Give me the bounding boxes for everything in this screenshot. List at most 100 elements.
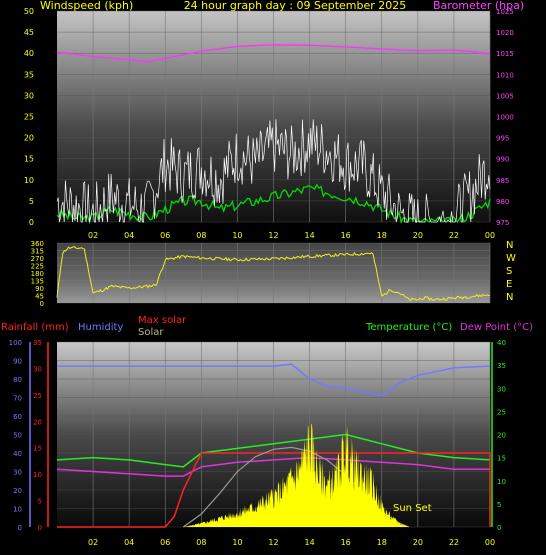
x-tick-label: 18 [377,231,387,240]
humidity-tick-label: 40 [13,450,22,458]
bottom-x-axis: 02 04 06 08 10 12 14 16 18 20 22 00 [88,538,495,547]
x-tick-label: 10 [232,538,242,547]
compass-label: W [506,253,516,264]
direction-panel-grid [57,242,491,304]
left-tick-label: 15 [24,155,34,164]
wind-average-series [56,183,491,225]
temperature-tick-label: 0 [497,524,501,532]
temperature-tick-label: 20 [497,432,506,440]
right-tick-label: 1015 [496,50,514,58]
bottom-panel-grid [57,341,491,528]
right-tick-label: 1025 [496,8,514,16]
x-tick-label: 06 [160,538,170,547]
x-tick-label: 08 [196,231,206,240]
temperature-tick-label: 30 [497,385,506,393]
temperature-axis: 0 5 10 15 20 25 30 35 40 [491,339,506,532]
x-tick-label: 18 [377,538,387,547]
humidity-tick-label: 80 [13,376,22,384]
temperature-tick-label: 5 [497,501,501,509]
sun-set-annotation: Sun Set [393,503,432,514]
temperature-tick-label: 15 [497,455,506,463]
x-tick-label: 20 [413,538,423,547]
left-tick-label: 40 [24,49,34,58]
direction-series [56,246,491,302]
direction-series [56,246,491,302]
right-tick-label: 995 [496,135,509,143]
x-tick-label: 22 [449,231,459,240]
direction-tick-label: 90 [35,285,44,293]
series-legend-label: Temperature (°C) [365,322,452,333]
direction-tick-label: 225 [31,263,44,271]
compass-label: N [506,240,513,251]
compass-label: N [506,292,513,303]
series-legend-label: Dew Point (°C) [460,322,533,333]
humidity-axis: 0 10 20 30 40 50 60 70 80 90 100 [9,339,31,532]
barometer-axis-title: Barometer (hpa) [433,0,524,12]
left-tick-label: 20 [24,134,34,143]
direction-tick-label: 180 [31,270,44,278]
x-tick-label: 02 [88,231,98,240]
humidity-tick-label: 20 [13,487,22,495]
series-legend-label: Max solar [138,315,187,326]
rainfall-axis: 0 5 10 15 20 25 30 35 [33,339,49,532]
temperature-tick-label: 40 [497,339,506,347]
series-legend-label: Solar [138,327,164,338]
right-tick-label: 980 [496,198,509,206]
direction-tick-label: 270 [31,255,44,263]
direction-tick-label: 135 [31,278,44,286]
direction-tick-label: 0 [40,300,44,308]
barometer-right-axis: 975 980 985 990 995 1000 1005 1010 1015 1020 1025 [496,8,514,227]
series-legend-label: Humidity [78,322,123,333]
x-tick-label: 14 [304,538,314,547]
humidity-tick-label: 100 [9,339,22,347]
x-tick-label: 02 [88,538,98,547]
right-tick-label: 1010 [496,71,514,79]
solar-series [183,423,409,527]
chart-title: 24 hour graph day : 09 September 2025 [184,0,407,12]
left-tick-label: 0 [29,218,34,227]
rainfall-tick-label: 25 [33,392,42,400]
left-tick-label: 45 [24,28,34,37]
rainfall-tick-label: 10 [33,471,42,479]
wind-left-axis: 0 5 10 15 20 25 30 35 40 45 50 [24,7,34,227]
wind-x-axis: 02 04 06 08 10 12 14 16 18 20 22 00 [88,231,495,240]
temperature-series [56,433,491,468]
direction-tick-label: 360 [31,240,44,248]
wind-panel-grid [57,10,491,223]
right-tick-label: 990 [496,156,509,164]
rainfall-tick-label: 5 [38,498,42,506]
x-tick-label: 16 [341,538,351,547]
x-tick-label: 04 [124,538,134,547]
right-tick-label: 1000 [496,114,514,122]
compass-label: E [506,279,512,290]
rainfall-tick-label: 30 [33,365,42,373]
right-tick-label: 1005 [496,92,514,100]
x-tick-label: 06 [160,231,170,240]
rainfall-tick-label: 20 [33,418,42,426]
x-tick-label: 08 [196,538,206,547]
rainfall-series [57,452,491,528]
series-legend-label: Rainfall (mm) [1,322,69,333]
x-tick-label: 00 [485,538,495,547]
direction-tick-label: 315 [31,248,44,256]
rainfall-tick-label: 35 [33,339,42,347]
humidity-tick-label: 90 [13,358,22,366]
temperature-tick-label: 10 [497,478,506,486]
rainfall-tick-label: 15 [33,445,42,453]
x-tick-label: 10 [232,231,242,240]
dewpoint-series [56,456,490,477]
x-tick-label: 20 [413,231,423,240]
direction-tick-label: 45 [35,293,44,301]
humidity-tick-label: 60 [13,413,22,421]
temperature-tick-label: 25 [497,408,506,416]
x-tick-label: 22 [449,538,459,547]
x-tick-label: 12 [268,231,278,240]
x-tick-label: 00 [485,231,495,240]
humidity-series [57,363,491,397]
barometer-series [56,44,491,63]
rainfall-tick-label: 0 [38,524,42,532]
